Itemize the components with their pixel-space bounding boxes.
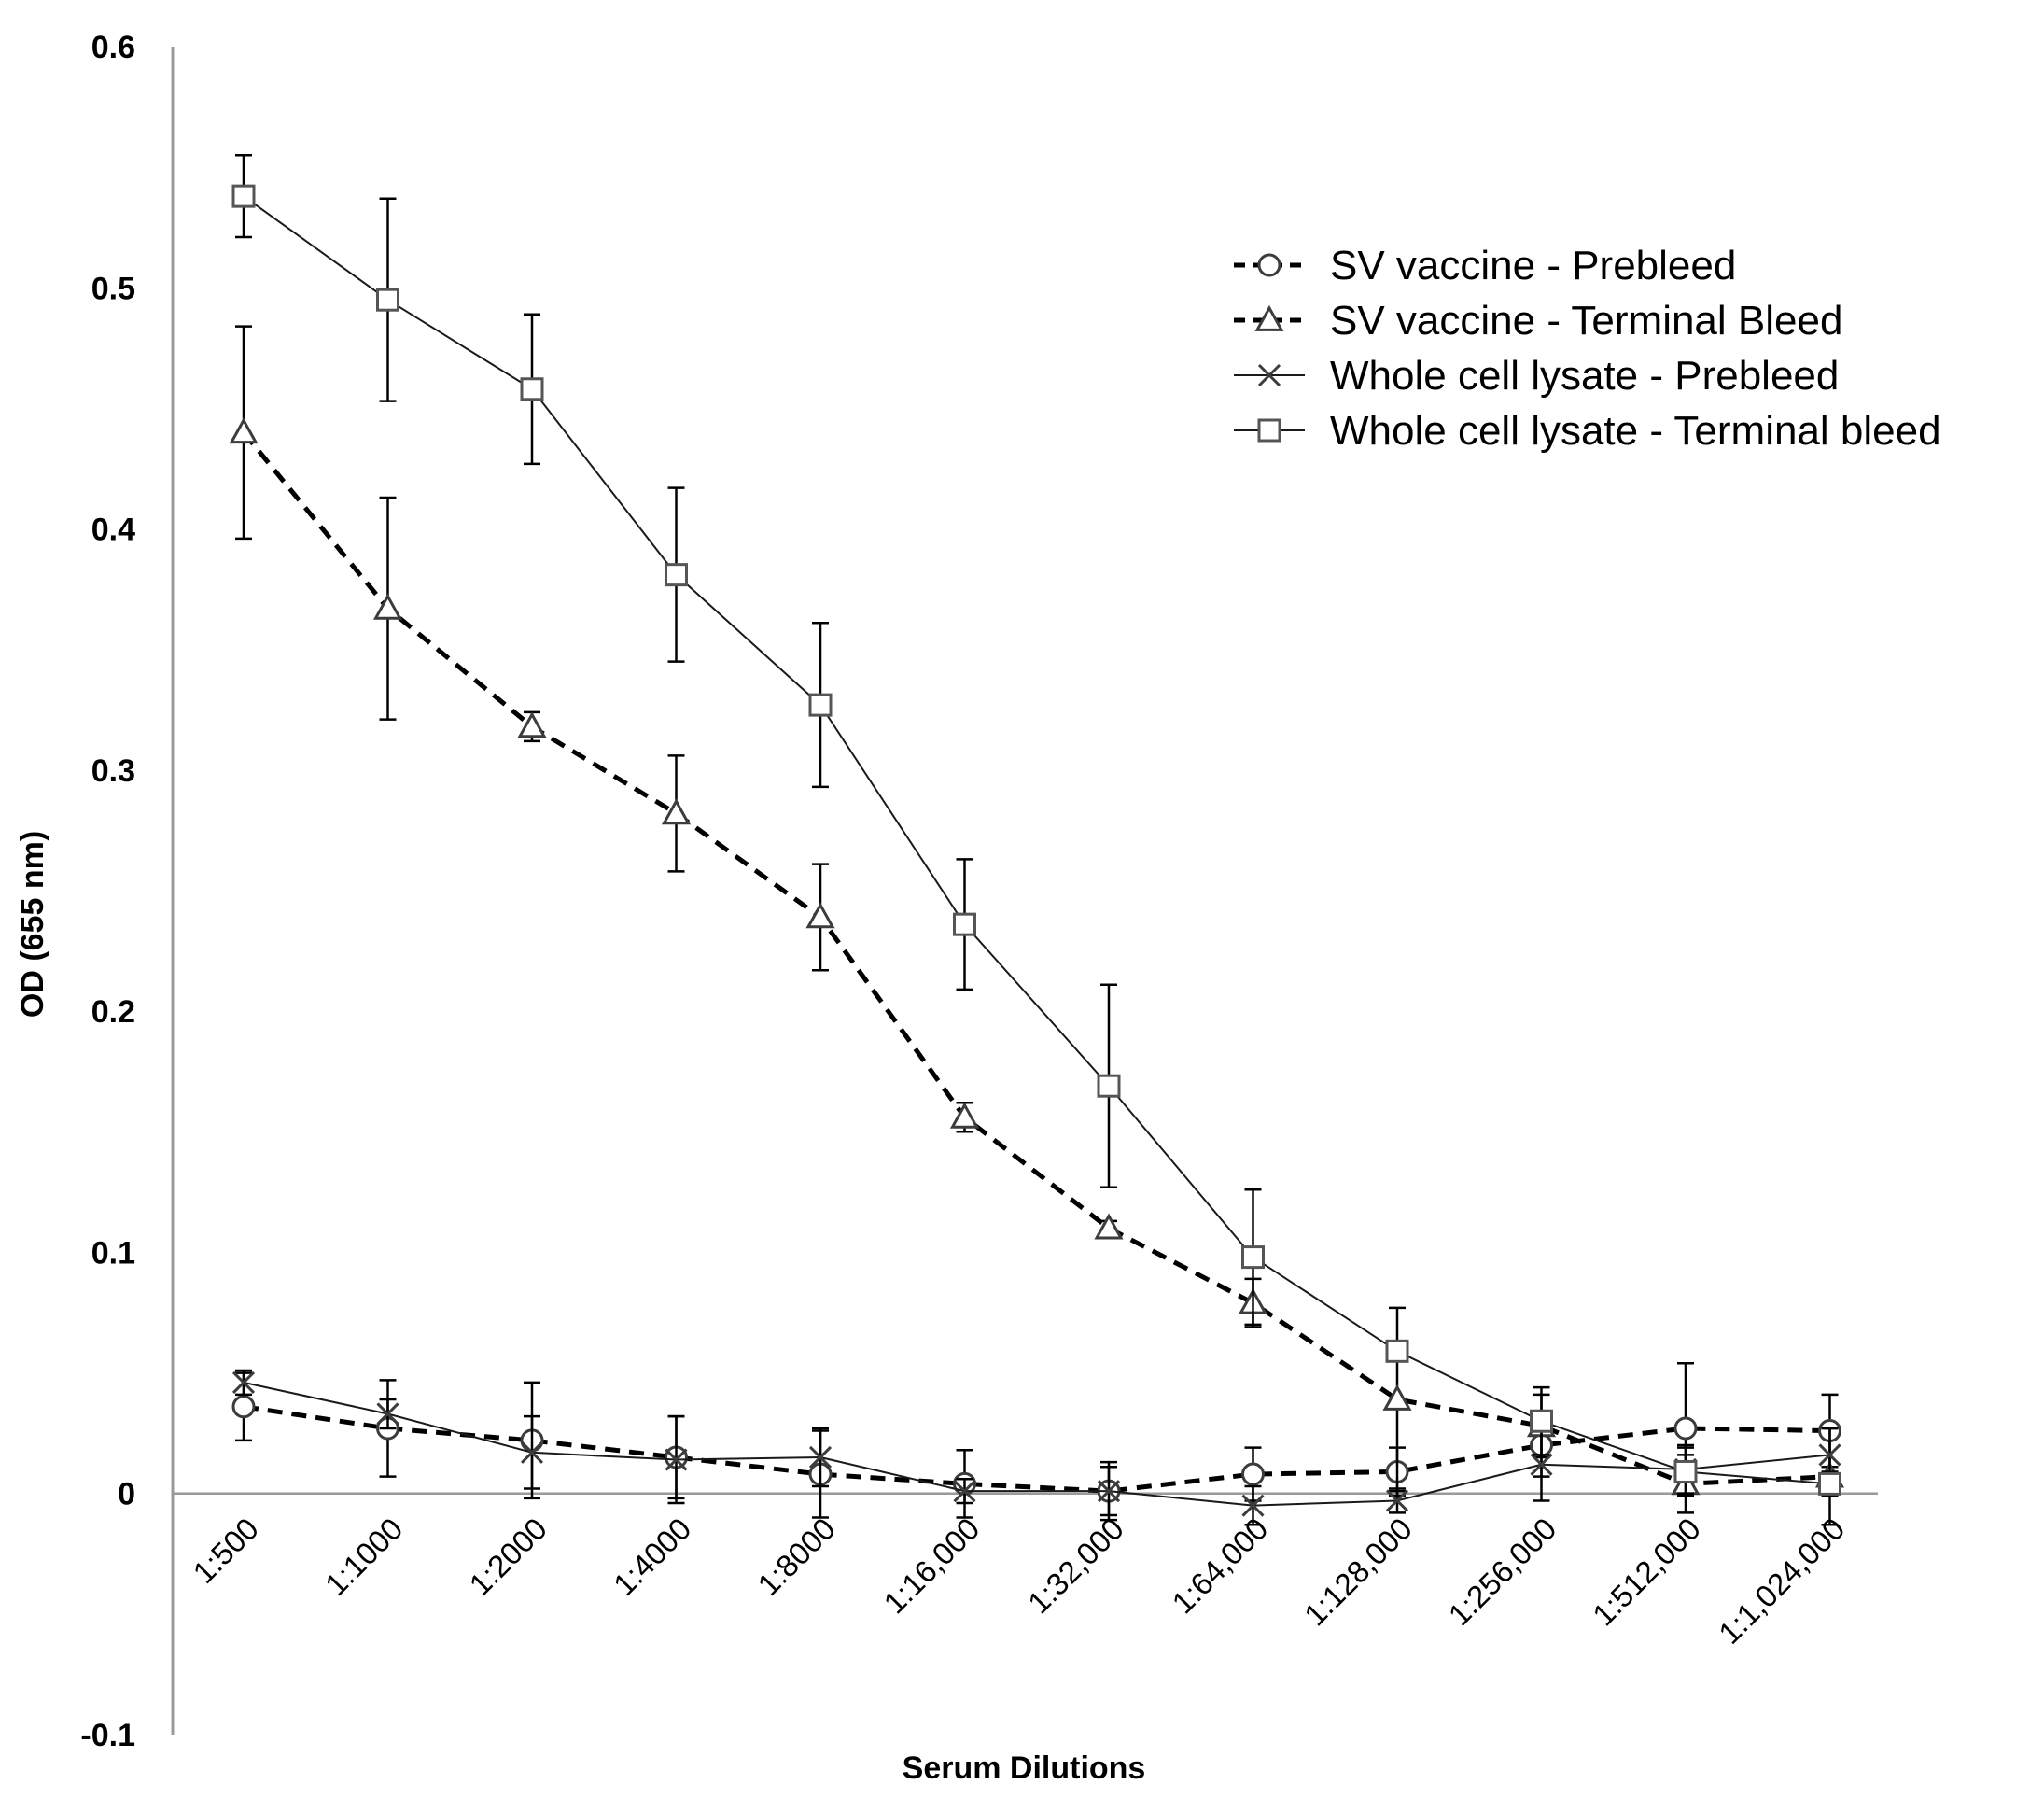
legend-label: Whole cell lysate - Prebleed: [1330, 353, 1839, 399]
data-point-wcl-terminal: [1385, 1339, 1409, 1363]
y-tick-label: 0.6: [91, 30, 135, 65]
x-tick-label: 1:1,024,000: [1712, 1511, 1851, 1651]
series-line-wcl-prebleed: [243, 1381, 1830, 1507]
x-tick-label: 1:512,000: [1586, 1511, 1707, 1633]
x-tick-label: 1:32,000: [1021, 1511, 1130, 1621]
data-point-sv-prebleed: [231, 1395, 256, 1419]
data-point-sv-terminal: [1382, 1384, 1412, 1411]
data-point-wcl-terminal: [665, 563, 688, 587]
legend-label: Whole cell lysate - Terminal bleed: [1330, 408, 1941, 454]
data-point-sv-prebleed: [1241, 1462, 1265, 1486]
y-tick-label: 0.3: [91, 753, 135, 789]
y-tick-label: 0.5: [91, 271, 135, 306]
x-tick-label: 1:1000: [318, 1511, 410, 1603]
legend-label: SV vaccine - Prebleed: [1330, 243, 1736, 288]
y-tick-label: 0: [118, 1477, 135, 1512]
data-point-wcl-prebleed: [665, 1448, 688, 1471]
x-tick-label: 1:128,000: [1297, 1511, 1419, 1633]
data-point-wcl-prebleed: [808, 1445, 833, 1469]
legend-marker: [1257, 418, 1281, 443]
x-tick-label: 1:64,000: [1165, 1511, 1274, 1621]
data-point-wcl-prebleed: [953, 1480, 976, 1503]
data-point-sv-terminal: [229, 417, 259, 444]
data-point-sv-prebleed: [1673, 1416, 1698, 1441]
y-axis-title: OD (655 nm): [15, 831, 50, 1018]
legend: SV vaccine - Prebleed SV vaccine - Termin…: [1234, 243, 1941, 454]
legend-marker: [1257, 253, 1281, 277]
data-point-wcl-prebleed: [1385, 1489, 1409, 1512]
legend-marker: [1257, 363, 1281, 387]
data-point-wcl-terminal: [231, 184, 256, 208]
data-point-wcl-prebleed: [231, 1370, 256, 1394]
series-line-sv-terminal: [242, 430, 1830, 1486]
data-point-sv-terminal: [372, 593, 403, 620]
data-point-wcl-terminal: [520, 377, 544, 401]
x-axis-title: Serum Dilutions: [903, 1750, 1146, 1786]
y-tick-label: 0.2: [91, 994, 135, 1030]
y-tick-label: -0.1: [80, 1718, 135, 1753]
x-tick-label: 1:500: [186, 1511, 265, 1591]
legend-item-sv-prebleed: SV vaccine - Prebleed: [1234, 243, 1736, 288]
data-point-wcl-prebleed: [520, 1441, 544, 1464]
data-point-sv-terminal: [517, 711, 547, 738]
data-point-wcl-terminal: [953, 912, 976, 936]
series-line-sv-prebleed: [243, 1404, 1830, 1494]
data-point-wcl-prebleed: [1097, 1480, 1121, 1503]
x-tick-label: 1:4000: [607, 1511, 698, 1603]
x-axis-ticks: 1:500 1:1000 1:2000 1:4000 1:8000 1:16,000 1:3…: [186, 1511, 1851, 1651]
data-point-wcl-terminal: [1097, 1074, 1121, 1098]
data-point-wcl-prebleed: [1818, 1443, 1841, 1467]
data-point-wcl-terminal: [1818, 1471, 1841, 1496]
x-tick-label: 1:16,000: [876, 1511, 986, 1621]
data-point-wcl-terminal: [1673, 1459, 1698, 1483]
legend-item-wcl-terminal: Whole cell lysate - Terminal bleed: [1234, 408, 1941, 454]
data-point-wcl-prebleed: [1530, 1453, 1553, 1476]
data-point-sv-terminal: [661, 798, 692, 825]
data-point-sv-terminal: [1094, 1213, 1124, 1240]
series-group: [229, 153, 1845, 1526]
x-tick-label: 1:8000: [750, 1511, 842, 1603]
data-point-wcl-prebleed: [376, 1402, 399, 1426]
series-line-wcl-terminal: [243, 195, 1830, 1485]
series-wcl-terminal: [231, 153, 1841, 1497]
series-sv-terminal: [229, 325, 1845, 1526]
y-tick-label: 0.1: [91, 1235, 135, 1271]
y-tick-label: 0.4: [91, 513, 135, 548]
x-tick-label: 1:256,000: [1441, 1511, 1562, 1633]
data-point-wcl-terminal: [1241, 1245, 1265, 1270]
data-point-sv-terminal: [805, 902, 835, 929]
y-axis-ticks: -0.1 0 0.1 0.2 0.3 0.4 0.5 0.6: [80, 30, 135, 1753]
axes: [171, 47, 1878, 1735]
data-point-wcl-prebleed: [1241, 1494, 1265, 1517]
legend-label: SV vaccine - Terminal Bleed: [1330, 298, 1842, 344]
data-point-sv-terminal: [949, 1102, 980, 1129]
data-point-wcl-terminal: [808, 693, 833, 717]
legend-marker: [1254, 304, 1284, 331]
data-point-wcl-terminal: [376, 288, 399, 312]
x-tick-label: 1:2000: [462, 1511, 553, 1603]
data-point-wcl-terminal: [1530, 1409, 1553, 1433]
legend-item-sv-terminal: SV vaccine - Terminal Bleed: [1234, 298, 1842, 344]
legend-item-wcl-prebleed: Whole cell lysate - Prebleed: [1234, 353, 1839, 399]
